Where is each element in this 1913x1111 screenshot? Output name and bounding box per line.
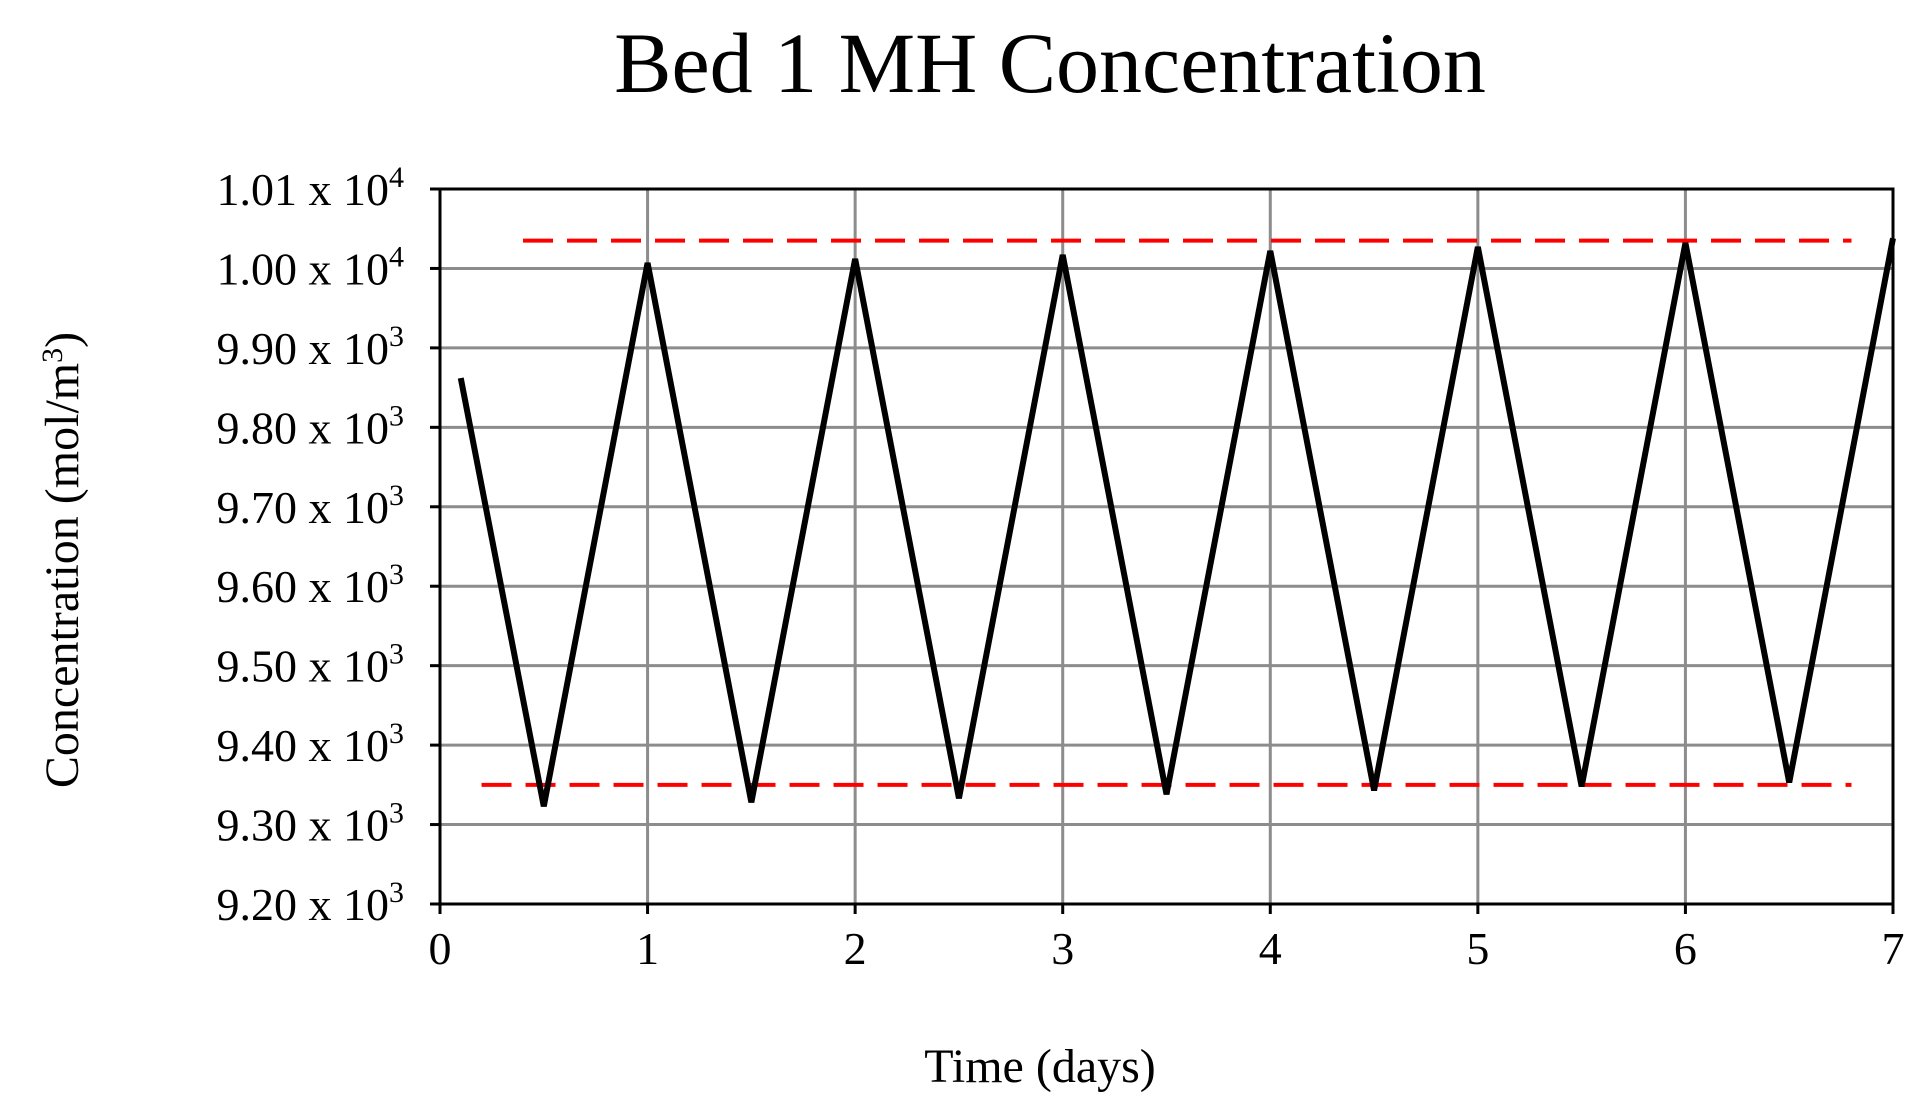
y-tick-label: 9.90 x 103 (217, 320, 405, 374)
x-tick-label: 6 (1674, 923, 1697, 974)
data-line (457, 237, 1896, 807)
y-tick-label: 1.00 x 104 (217, 240, 405, 294)
y-tick-label-text: 9.40 x 10 (217, 720, 390, 771)
y-tick-label: 9.60 x 103 (217, 558, 405, 612)
x-tick-label: 1 (636, 923, 659, 974)
y-tick-label: 9.70 x 103 (217, 479, 405, 533)
y-tick-exponent: 3 (389, 876, 404, 909)
y-tick-label-text: 9.30 x 10 (217, 800, 390, 851)
y-tick-label-text: 9.80 x 10 (217, 402, 390, 453)
y-tick-label-text: 1.00 x 10 (217, 243, 390, 294)
x-tick-label: 4 (1259, 923, 1282, 974)
y-tick-label: 9.20 x 103 (217, 876, 405, 930)
y-tick-label: 9.80 x 103 (217, 399, 405, 453)
x-tick-label: 3 (1051, 923, 1074, 974)
y-tick-exponent: 3 (389, 797, 404, 830)
x-tick-label: 0 (429, 923, 452, 974)
y-axis-label-end: ) (36, 332, 89, 348)
y-tick-label: 9.30 x 103 (217, 797, 405, 851)
y-tick-exponent: 3 (389, 717, 404, 750)
y-tick-label-text: 9.90 x 10 (217, 323, 390, 374)
y-tick-label-text: 1.01 x 10 (217, 164, 390, 215)
y-tick-exponent: 4 (389, 161, 404, 194)
y-axis-label: Concentration (mol/m3) (36, 332, 89, 788)
y-axis-label-text: Concentration (mol/m (36, 363, 89, 788)
x-tick-label: 2 (844, 923, 867, 974)
y-tick-exponent: 3 (389, 558, 404, 591)
y-tick-label-text: 9.50 x 10 (217, 641, 390, 692)
y-tick-exponent: 3 (389, 320, 404, 353)
x-tick-label: 5 (1466, 923, 1489, 974)
y-tick-label-text: 9.20 x 10 (217, 879, 390, 930)
y-tick-exponent: 4 (389, 240, 404, 273)
y-tick-label: 1.01 x 104 (217, 161, 405, 215)
y-tick-label-text: 9.60 x 10 (217, 561, 390, 612)
y-axis-label-exponent: 3 (36, 348, 69, 363)
y-tick-exponent: 3 (389, 479, 404, 512)
y-tick-exponent: 3 (389, 399, 404, 432)
plot-frame (438, 187, 1895, 906)
x-axis-label: Time (days) (924, 1040, 1156, 1093)
y-tick-exponent: 3 (389, 638, 404, 671)
x-tick-label: 7 (1882, 923, 1905, 974)
y-tick-label: 9.40 x 103 (217, 717, 405, 771)
chart-title: Bed 1 MH Concentration (614, 15, 1486, 111)
y-tick-label: 9.50 x 103 (217, 638, 405, 692)
y-tick-label-text: 9.70 x 10 (217, 482, 390, 533)
